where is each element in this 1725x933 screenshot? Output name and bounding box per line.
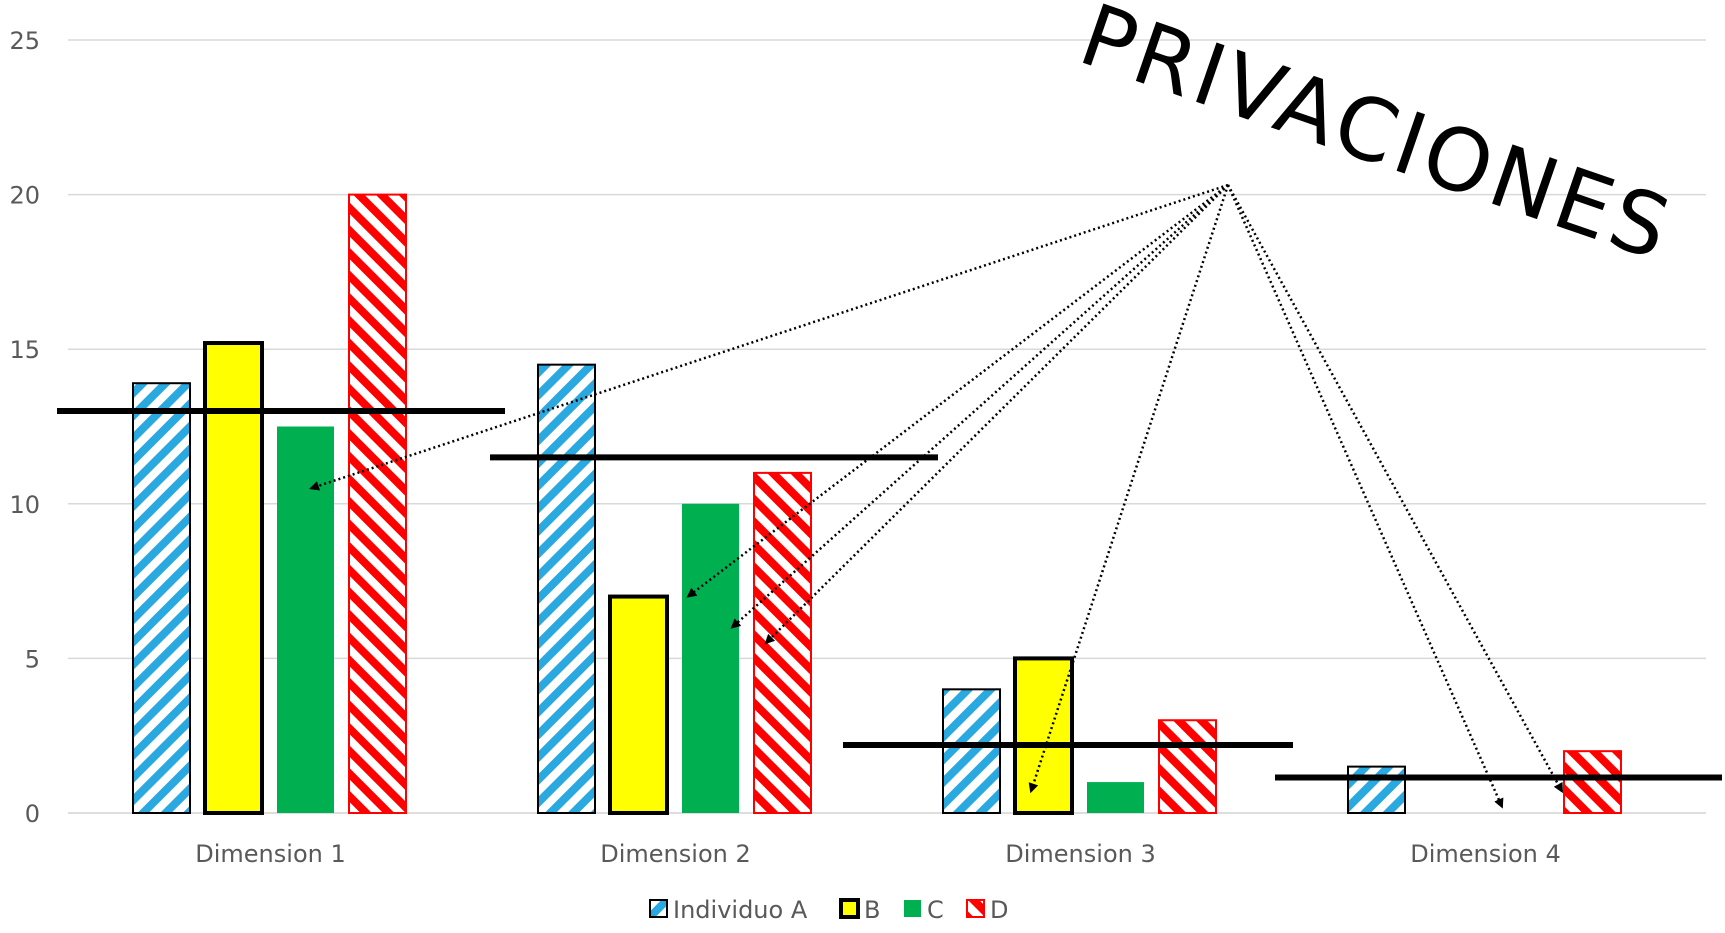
x-tick-label: Dimension 2: [600, 840, 750, 868]
bar-c-3: [1087, 782, 1144, 813]
gridlines: [68, 39, 1706, 814]
x-axis-labels: Dimension 1 Dimension 2 Dimension 3 Dimensi…: [195, 840, 1560, 868]
legend-swatch-3: [904, 900, 921, 917]
annotation-arrow: [764, 184, 1229, 645]
bar-individuo-a-1: [132, 382, 191, 814]
bar-individuo-a-2: [537, 363, 596, 814]
annotation-arrow: [1028, 184, 1230, 794]
annotation-arrow: [686, 184, 1229, 598]
bar-individuo-a-4: [1347, 765, 1406, 814]
y-tick-label: 5: [25, 645, 40, 673]
legend: Individuo A B C D: [649, 896, 1008, 924]
annotation-arrow: [730, 184, 1229, 629]
legend-label-4: D: [990, 896, 1008, 924]
legend-swatch-4: [966, 899, 985, 918]
bar-individuo-a-3: [942, 688, 1001, 815]
legend-label-2: B: [864, 896, 880, 924]
legend-label-3: C: [927, 896, 944, 924]
bar-d-3: [1158, 719, 1217, 814]
bar-d-1: [348, 193, 407, 815]
legend-label-1: Individuo A: [673, 896, 808, 924]
x-tick-label: Dimension 4: [1410, 840, 1560, 868]
bar-b-1: [203, 341, 264, 815]
bar-d-4: [1563, 750, 1622, 814]
y-tick-label: 15: [9, 336, 40, 364]
y-tick-label: 10: [9, 491, 40, 519]
threshold-lines: [57, 408, 1722, 781]
x-tick-label: Dimension 3: [1005, 840, 1155, 868]
bar-d-2: [753, 471, 812, 814]
legend-swatch-1: [649, 899, 668, 918]
bar-b-2: [608, 594, 669, 815]
y-tick-label: 0: [25, 800, 40, 828]
y-axis-ticks: 0 5 10 15 20 25: [9, 27, 40, 828]
bars: [132, 193, 1622, 816]
y-tick-label: 25: [9, 27, 40, 55]
annotation-arrow: [1226, 184, 1504, 809]
bar-c-2: [682, 503, 739, 813]
bar-c-1: [277, 426, 334, 813]
y-tick-label: 20: [9, 182, 40, 210]
annotation-text: PRIVACIONES: [1068, 0, 1685, 281]
privaciones-annotation: PRIVACIONES: [309, 0, 1685, 809]
x-tick-label: Dimension 1: [195, 840, 345, 868]
bar-b-3: [1013, 656, 1074, 816]
legend-swatch-2: [839, 898, 860, 919]
annotation-arrow: [1226, 184, 1564, 794]
annotation-arrow: [309, 183, 1229, 491]
